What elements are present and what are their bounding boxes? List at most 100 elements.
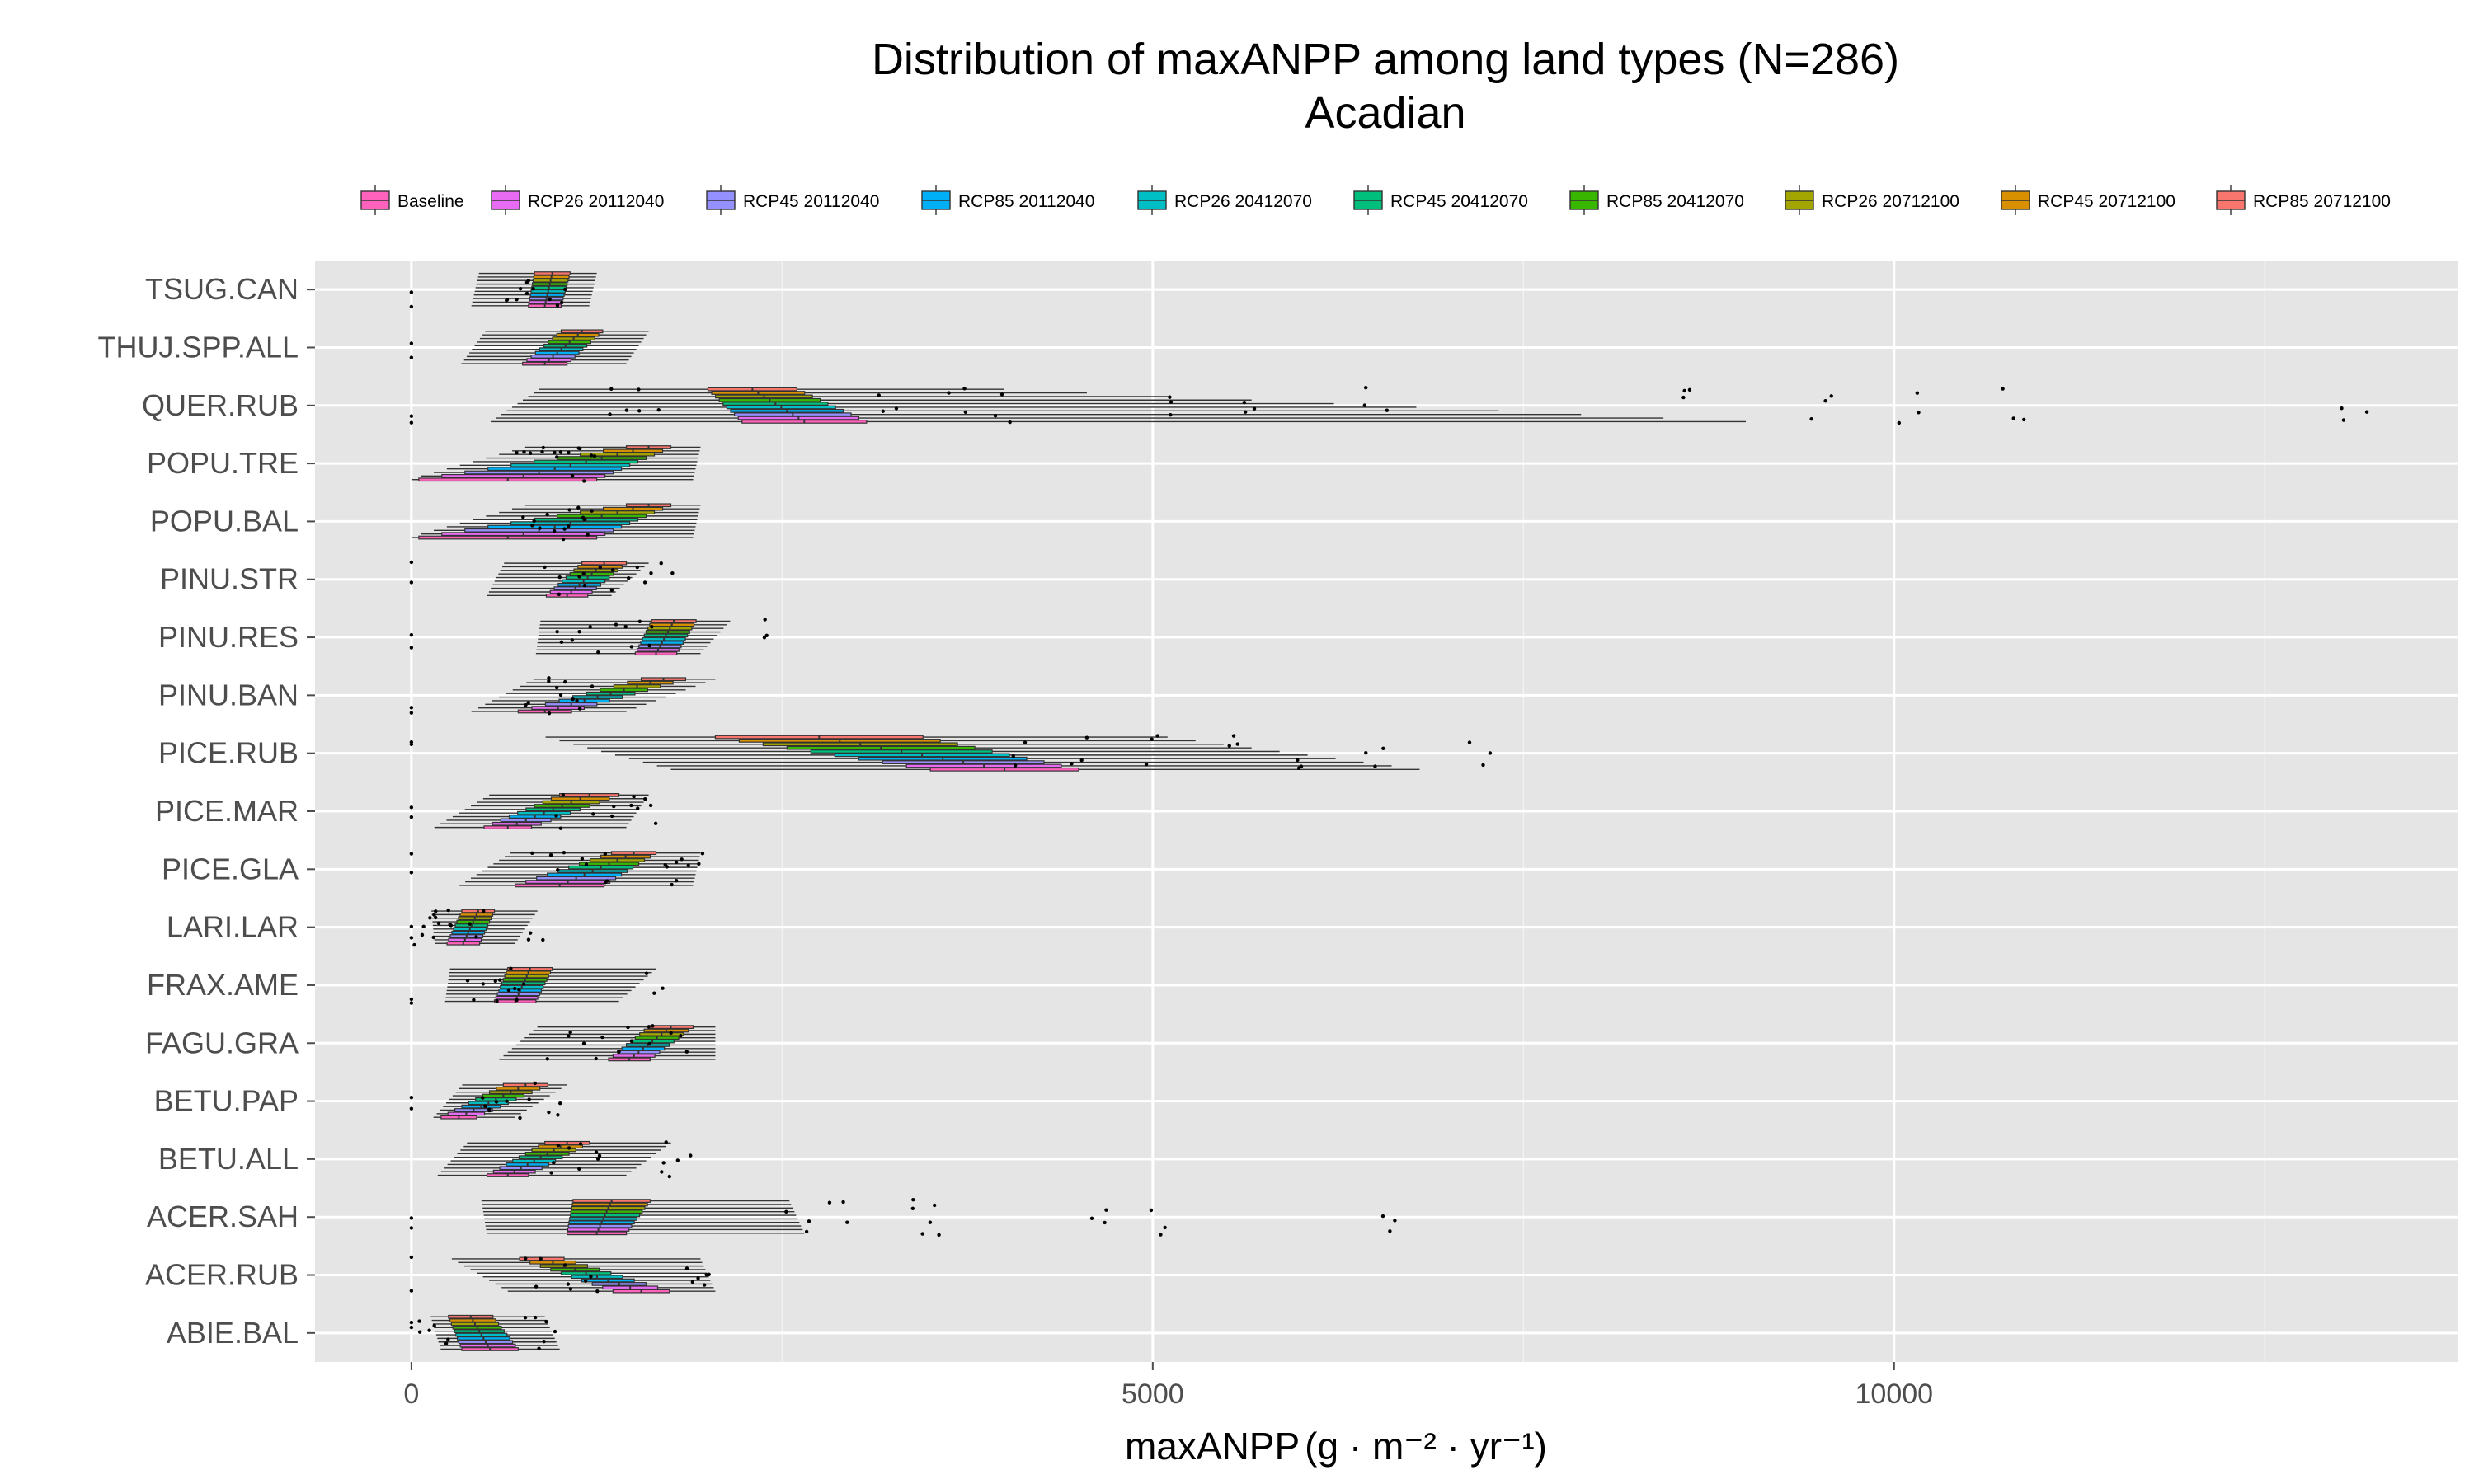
outlier-point xyxy=(697,862,701,866)
y-tick-label: LARI.LAR xyxy=(167,910,299,944)
outlier-point xyxy=(1252,406,1257,411)
outlier-point xyxy=(558,450,563,454)
outlier-point xyxy=(648,803,653,808)
outlier-point xyxy=(2001,387,2005,391)
outlier-point xyxy=(568,1030,572,1035)
outlier-point xyxy=(670,571,675,575)
species-group xyxy=(411,445,701,483)
outlier-point xyxy=(567,508,571,512)
x-axis-label: maxANPP (g · m⁻² · yr⁻¹) xyxy=(1125,1425,1547,1468)
outlier-point xyxy=(555,685,559,690)
outlier-point xyxy=(845,1220,849,1224)
outlier-point xyxy=(650,625,654,629)
species-group xyxy=(409,793,658,830)
species-group xyxy=(409,386,2369,425)
legend-label: RCP85 20712100 xyxy=(2253,192,2391,211)
outlier-point xyxy=(651,1024,655,1028)
outlier-point xyxy=(580,857,585,861)
outlier-point xyxy=(804,1229,809,1234)
outlier-point xyxy=(409,805,414,810)
outlier-point xyxy=(541,445,546,450)
outlier-point xyxy=(577,707,582,711)
y-axis: ABIE.BAL ACER.RUB ACER.SAH BETU.ALL BETU.PAP… xyxy=(98,272,315,1350)
outlier-point xyxy=(409,924,414,928)
outlier-point xyxy=(409,646,414,650)
outlier-point xyxy=(434,909,438,913)
outlier-point xyxy=(589,453,594,458)
legend-label: RCP85 20112040 xyxy=(958,192,1094,211)
y-tick-label: ACER.SAH xyxy=(147,1200,299,1233)
outlier-point xyxy=(428,916,432,920)
outlier-point xyxy=(635,565,639,570)
y-tick-label: TSUG.CAN xyxy=(145,272,299,306)
outlier-point xyxy=(644,971,649,975)
outlier-point xyxy=(1159,1233,1163,1237)
species-group xyxy=(409,1081,567,1120)
outlier-point xyxy=(537,1346,541,1350)
outlier-point xyxy=(629,803,633,808)
legend-key: RCP45 20712100 xyxy=(2001,186,2175,215)
outlier-point xyxy=(409,1226,414,1230)
outlier-point xyxy=(2364,410,2369,414)
outlier-point xyxy=(530,851,534,856)
outlier-point xyxy=(431,935,435,940)
outlier-point xyxy=(578,446,582,451)
outlier-point xyxy=(1915,391,1920,395)
outlier-point xyxy=(1385,408,1390,412)
outlier-point xyxy=(571,697,575,702)
outlier-point xyxy=(563,679,567,684)
outlier-point xyxy=(612,804,616,809)
outlier-point xyxy=(409,871,414,875)
outlier-point xyxy=(531,286,535,291)
outlier-point xyxy=(513,986,517,991)
outlier-point xyxy=(553,450,557,455)
outlier-point xyxy=(617,1050,621,1054)
outlier-point xyxy=(2022,417,2026,422)
outlier-point xyxy=(409,711,414,715)
outlier-point xyxy=(409,560,414,565)
outlier-point xyxy=(409,1255,414,1260)
outlier-point xyxy=(577,630,581,634)
legend-label: Baseline xyxy=(397,192,464,211)
outlier-point xyxy=(920,1232,924,1236)
outlier-point xyxy=(763,618,767,622)
outlier-point xyxy=(538,526,542,530)
outlier-point xyxy=(549,1171,553,1175)
outlier-point xyxy=(528,931,533,935)
outlier-point xyxy=(409,420,414,425)
y-tick-label: PICE.MAR xyxy=(155,794,299,828)
outlier-point xyxy=(560,300,564,305)
species-group xyxy=(409,271,597,309)
x-tick-label: 5000 xyxy=(1122,1378,1184,1410)
outlier-point xyxy=(412,942,416,947)
legend-key: RCP85 20412070 xyxy=(1569,186,1744,215)
outlier-point xyxy=(665,865,669,869)
outlier-point xyxy=(674,860,679,865)
outlier-point xyxy=(642,580,647,585)
outlier-point xyxy=(517,988,521,992)
outlier-point xyxy=(1023,740,1028,744)
outlier-point xyxy=(636,806,640,810)
species-group xyxy=(409,618,769,656)
outlier-point xyxy=(558,693,563,697)
legend-key: RCP45 20412070 xyxy=(1353,186,1528,215)
outlier-point xyxy=(1488,751,1493,755)
outlier-point xyxy=(521,515,525,519)
outlier-point xyxy=(483,1104,487,1108)
outlier-point xyxy=(589,1275,593,1279)
outlier-point xyxy=(652,991,656,995)
y-tick-label: PICE.RUB xyxy=(158,736,299,770)
legend-key: Baseline xyxy=(360,186,464,215)
outlier-point xyxy=(567,1146,571,1150)
outlier-point xyxy=(609,387,614,392)
outlier-point xyxy=(1168,395,1172,399)
outlier-point xyxy=(409,632,414,637)
outlier-point xyxy=(409,290,414,294)
outlier-point xyxy=(679,1034,683,1038)
outlier-point xyxy=(556,1144,561,1148)
outlier-point xyxy=(552,1161,556,1165)
outlier-point xyxy=(647,643,651,648)
outlier-point xyxy=(409,1001,414,1005)
outlier-point xyxy=(928,1220,933,1224)
outlier-point xyxy=(524,291,529,296)
